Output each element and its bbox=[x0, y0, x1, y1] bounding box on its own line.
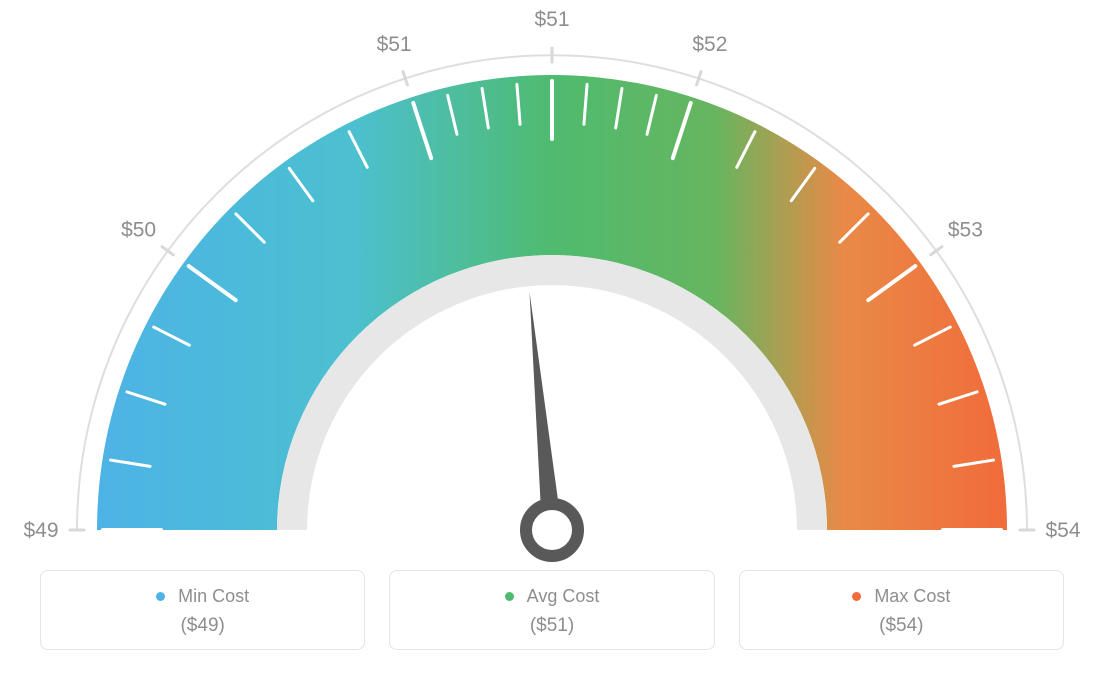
legend-card-max: Max Cost ($54) bbox=[739, 570, 1064, 650]
legend-title-avg: Avg Cost bbox=[400, 585, 703, 607]
svg-text:$51: $51 bbox=[534, 8, 569, 31]
dot-icon bbox=[156, 592, 165, 601]
legend-title-min: Min Cost bbox=[51, 585, 354, 607]
gauge-chart: $49 $50 $51 $51 $52 $53 $54 bbox=[0, 0, 1104, 570]
svg-text:$54: $54 bbox=[1045, 519, 1080, 542]
legend-label-max: Max Cost bbox=[874, 586, 950, 606]
legend-value-avg: ($51) bbox=[400, 615, 703, 637]
legend-card-min: Min Cost ($49) bbox=[40, 570, 365, 650]
svg-text:$49: $49 bbox=[23, 519, 58, 542]
svg-text:$52: $52 bbox=[692, 33, 727, 56]
svg-text:$53: $53 bbox=[948, 219, 983, 242]
svg-text:$51: $51 bbox=[377, 33, 412, 56]
legend-label-avg: Avg Cost bbox=[527, 586, 600, 606]
legend-label-min: Min Cost bbox=[178, 586, 249, 606]
legend-card-avg: Avg Cost ($51) bbox=[389, 570, 714, 650]
svg-text:$50: $50 bbox=[121, 219, 156, 242]
legend-value-max: ($54) bbox=[750, 615, 1053, 637]
legend-title-max: Max Cost bbox=[750, 585, 1053, 607]
dot-icon bbox=[852, 592, 861, 601]
legend-value-min: ($49) bbox=[51, 615, 354, 637]
dot-icon bbox=[505, 592, 514, 601]
legend-row: Min Cost ($49) Avg Cost ($51) Max Cost (… bbox=[0, 570, 1104, 650]
